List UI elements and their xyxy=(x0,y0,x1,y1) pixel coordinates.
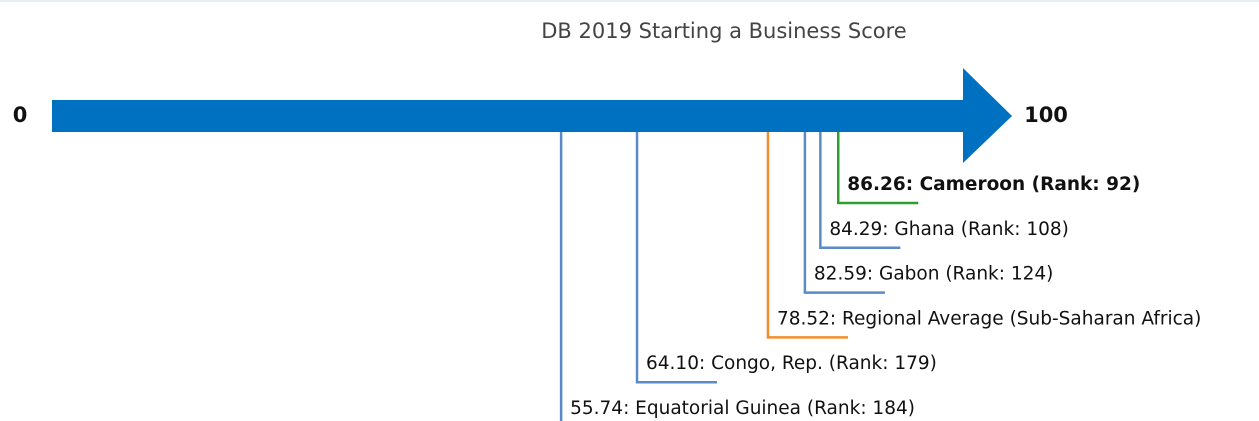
score-label: 84.29: Ghana (Rank: 108) xyxy=(829,219,1069,240)
score-marker xyxy=(819,132,901,250)
score-marker xyxy=(803,132,885,294)
score-marker xyxy=(836,132,919,205)
scale-arrow xyxy=(52,68,1012,163)
score-label: 86.26: Cameroon (Rank: 92) xyxy=(847,174,1140,195)
chart-title: DB 2019 Starting a Business Score xyxy=(541,19,906,43)
score-marker xyxy=(559,132,563,421)
score-label: 78.52: Regional Average (Sub-Saharan Afr… xyxy=(777,308,1201,329)
score-label: 82.59: Gabon (Rank: 124) xyxy=(814,264,1054,285)
x-tick-label: 0 xyxy=(13,103,28,127)
score-marker xyxy=(635,132,718,384)
score-marker xyxy=(766,132,848,339)
score-label: 55.74: Equatorial Guinea (Rank: 184) xyxy=(570,398,915,419)
x-tick-label: 100 xyxy=(1024,103,1068,127)
score-label: 64.10: Congo, Rep. (Rank: 179) xyxy=(646,353,937,374)
